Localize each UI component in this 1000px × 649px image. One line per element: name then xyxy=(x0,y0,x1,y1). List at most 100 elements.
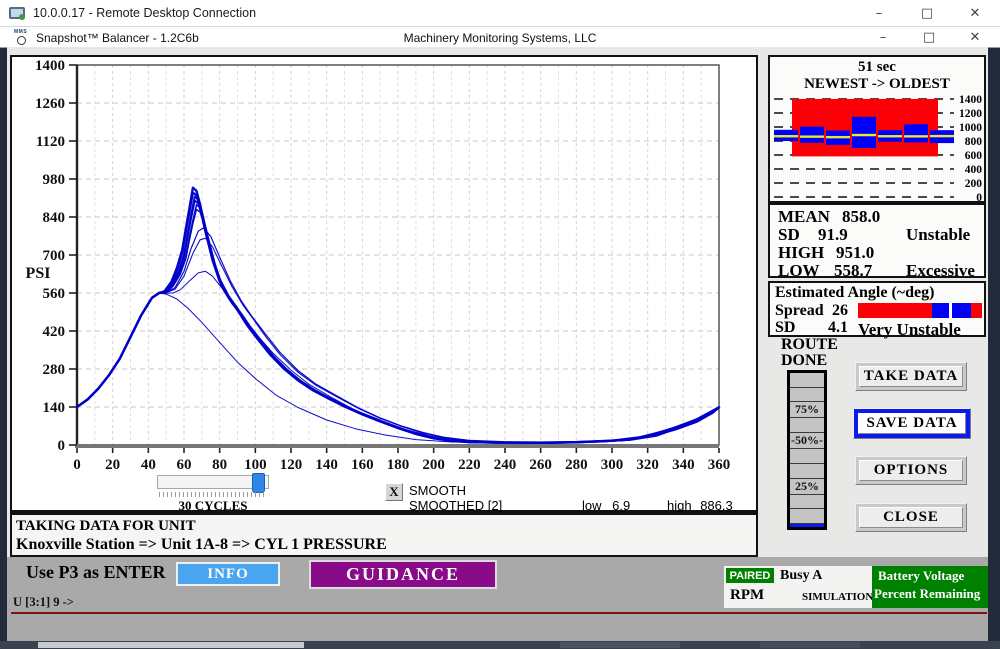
smooth-checkbox[interactable]: X xyxy=(385,483,403,501)
svg-text:600: 600 xyxy=(965,150,983,162)
svg-text:400: 400 xyxy=(965,164,983,176)
route-cell xyxy=(790,495,824,510)
battery-box: Battery Voltage Percent Remaining xyxy=(872,566,988,608)
svg-text:980: 980 xyxy=(43,172,66,188)
low-label: low xyxy=(582,498,602,513)
svg-text:140: 140 xyxy=(315,457,338,473)
high-value: 886.3 xyxy=(700,498,733,513)
footer-separator xyxy=(11,612,987,614)
sd-flag: Unstable xyxy=(906,225,970,244)
guidance-button[interactable]: GUIDANCE xyxy=(309,560,497,589)
svg-text:280: 280 xyxy=(565,457,588,473)
cycles-slider-ticks xyxy=(159,492,267,497)
paired-badge: PAIRED xyxy=(726,568,774,583)
mean-label: MEAN xyxy=(778,208,842,226)
rdp-maximize-button[interactable]: □ xyxy=(916,6,938,21)
rpm-label: RPM xyxy=(730,587,764,604)
app-maximize-button[interactable]: □ xyxy=(918,30,940,45)
pressure-chart-panel: 0 140 280 420 560 700 840 980 1120 1260 1400 0 20 40 6… xyxy=(10,55,758,512)
svg-text:320: 320 xyxy=(636,457,659,473)
close-button[interactable]: CLOSE xyxy=(855,503,967,532)
taskbar-segment xyxy=(760,642,860,648)
app-close-button[interactable]: ✕ xyxy=(964,30,986,45)
svg-text:420: 420 xyxy=(43,324,66,340)
low-flag: Excessive xyxy=(906,261,975,280)
route-cell xyxy=(790,373,824,388)
svg-text:700: 700 xyxy=(43,248,66,264)
high-stat-value: 951.0 xyxy=(836,243,874,262)
angle-bar-segment xyxy=(858,303,932,318)
angle-spread-bar xyxy=(858,303,982,318)
rdp-close-button[interactable]: ✕ xyxy=(964,6,986,21)
save-data-button[interactable]: SAVE DATA xyxy=(853,408,971,439)
app-minimize-button[interactable]: – xyxy=(872,30,894,45)
pressure-trace-cycle-04 xyxy=(77,201,719,443)
svg-text:180: 180 xyxy=(387,457,410,473)
options-button[interactable]: OPTIONS xyxy=(855,456,967,485)
route-cell xyxy=(790,418,824,433)
svg-text:560: 560 xyxy=(43,286,66,302)
rdp-titlebar: 10.0.0.17 - Remote Desktop Connection – … xyxy=(0,0,1000,27)
low-stat-value: 558.7 xyxy=(834,262,906,280)
svg-text:0: 0 xyxy=(73,457,81,473)
svg-text:1400: 1400 xyxy=(35,58,65,74)
route-cell xyxy=(790,464,824,479)
info-button[interactable]: INFO xyxy=(176,562,280,586)
angle-bar-segment xyxy=(932,303,948,318)
status-strip: TAKING DATA FOR UNIT Knoxville Station =… xyxy=(10,512,758,557)
battery-line1: Battery Voltage xyxy=(878,568,964,584)
busy-status: Busy A xyxy=(780,568,822,584)
rdp-minimize-button[interactable]: – xyxy=(868,6,890,21)
svg-text:360: 360 xyxy=(708,457,731,473)
svg-text:40: 40 xyxy=(141,457,156,473)
smoothed-label: SMOOTHED [2] xyxy=(409,498,502,513)
svg-text:1120: 1120 xyxy=(36,134,65,150)
svg-text:20: 20 xyxy=(105,457,120,473)
svg-text:1000: 1000 xyxy=(959,122,982,134)
low-value: 6.9 xyxy=(612,498,630,513)
route-cell: 25% xyxy=(790,479,824,495)
route-cell: 75% xyxy=(790,402,824,418)
take-data-button[interactable]: TAKE DATA xyxy=(855,362,967,391)
svg-text:0: 0 xyxy=(58,438,66,454)
svg-text:800: 800 xyxy=(965,136,983,148)
svg-text:120: 120 xyxy=(280,457,303,473)
trend-subtitle: NEWEST -> OLDEST xyxy=(770,76,984,93)
pressure-trace-cycle-01 xyxy=(77,188,719,443)
angle-sd-value: 4.1 xyxy=(828,319,848,337)
screen: 10.0.0.17 - Remote Desktop Connection – … xyxy=(0,0,1000,649)
rdp-title: 10.0.0.17 - Remote Desktop Connection xyxy=(33,6,256,20)
route-progress-fill xyxy=(790,524,824,527)
mean-value: 858.0 xyxy=(842,207,880,226)
svg-text:1400: 1400 xyxy=(959,94,982,106)
taskbar-strip xyxy=(0,641,1000,649)
svg-text:200: 200 xyxy=(965,178,983,190)
svg-text:80: 80 xyxy=(212,457,227,473)
svg-text:840: 840 xyxy=(43,210,66,226)
cycles-slider-track[interactable] xyxy=(157,475,269,489)
route-cell xyxy=(790,388,824,403)
app-titlebar: MMS Snapshot™ Balancer - 1.2C6b Machiner… xyxy=(0,27,1000,48)
angle-box: Estimated Angle (~deg) Spread 26 SD 4.1 … xyxy=(768,281,986,337)
svg-text:200: 200 xyxy=(422,457,445,473)
route-cell xyxy=(790,509,824,524)
angle-flag: Very Unstable xyxy=(858,320,961,340)
battery-line2: Percent Remaining xyxy=(874,586,980,602)
stats-box: MEAN858.0 SD91.9Unstable HIGH951.0 LOW55… xyxy=(768,203,986,278)
cycles-slider-thumb[interactable] xyxy=(252,473,265,493)
spread-label: Spread xyxy=(775,302,824,320)
status-line2: Knoxville Station => Unit 1A-8 => CYL 1 … xyxy=(12,535,756,554)
angle-sd-label: SD xyxy=(775,319,795,337)
trend-chart: 1400120010008006004002000 xyxy=(770,93,984,205)
svg-text:280: 280 xyxy=(43,362,66,378)
route-cell: -50%- xyxy=(790,433,824,449)
svg-text:100: 100 xyxy=(244,457,267,473)
svg-text:160: 160 xyxy=(351,457,374,473)
spread-value: 26 xyxy=(832,302,848,320)
svg-text:1260: 1260 xyxy=(35,96,65,112)
device-panel: PAIRED Busy A RPM SIMULATION SET Battery… xyxy=(724,566,988,608)
y-axis-label: PSI xyxy=(26,265,51,282)
angle-bar-segment xyxy=(971,303,982,318)
rdp-app-icon xyxy=(9,7,25,19)
console-line: U [3:1] 9 -> xyxy=(13,595,74,610)
